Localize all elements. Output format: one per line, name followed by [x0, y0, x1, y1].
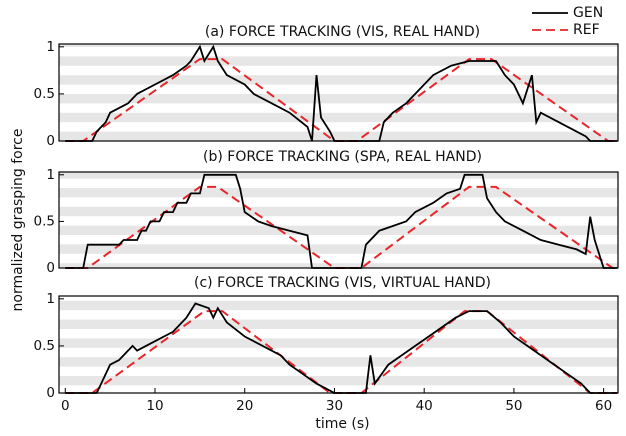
x-axis-label: time (s) — [315, 416, 369, 432]
subplot-title: (b) FORCE TRACKING (SPA, REAL HAND) — [203, 149, 482, 165]
x-tick-label: 60 — [595, 398, 612, 414]
x-tick-label: 30 — [326, 398, 343, 414]
y-axis-label: normalized grasping force — [10, 129, 26, 312]
y-tick-label: 0 — [46, 385, 55, 401]
subplot-title: (c) FORCE TRACKING (VIS, VIRTUAL HAND) — [194, 275, 491, 291]
y-tick-label: 0.5 — [34, 213, 55, 229]
x-tick-label: 20 — [236, 398, 253, 414]
subplot-title: (a) FORCE TRACKING (VIS, REAL HAND) — [205, 24, 480, 40]
x-tick-label: 50 — [505, 398, 522, 414]
x-tick-label: 10 — [146, 398, 163, 414]
y-tick-label: 1 — [46, 167, 55, 183]
y-tick-label: 0 — [46, 260, 55, 276]
x-tick-label: 40 — [416, 398, 433, 414]
plot-frame — [58, 295, 619, 394]
x-tick-label: 0 — [61, 398, 70, 414]
plot-frame — [58, 43, 619, 142]
y-tick-label: 0.5 — [34, 338, 55, 354]
legend-label: REF — [573, 22, 600, 38]
y-tick-label: 1 — [46, 291, 55, 307]
series-line — [65, 58, 618, 142]
series-line — [65, 173, 618, 269]
plot-frame — [58, 171, 619, 269]
plot-stripes — [59, 296, 618, 393]
series-line — [65, 302, 618, 394]
y-tick-label: 0 — [46, 133, 55, 149]
y-tick-label: 1 — [46, 39, 55, 55]
y-tick-label: 0.5 — [34, 86, 55, 102]
series-line — [65, 185, 618, 269]
series-line — [65, 44, 618, 142]
plot-stripes — [59, 172, 618, 268]
legend-label: GEN — [573, 5, 603, 21]
